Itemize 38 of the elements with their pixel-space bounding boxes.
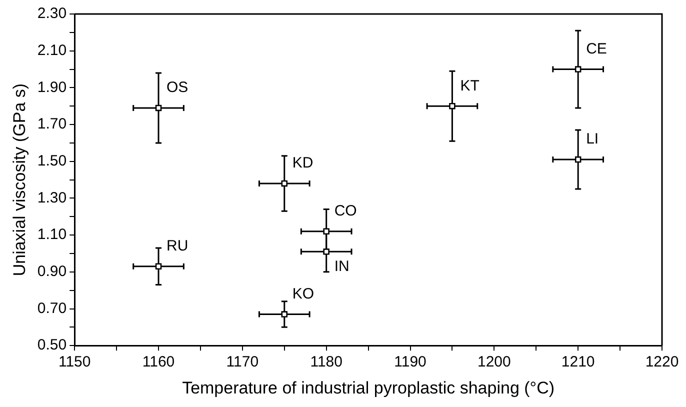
y-tick-label: 1.90: [37, 78, 67, 96]
annotation: LI: [586, 130, 599, 148]
x-tick-label: 1190: [394, 354, 426, 371]
y-tick-label: 0.90: [37, 263, 67, 280]
point: [155, 104, 162, 112]
annotation: RU: [166, 238, 188, 255]
x-tick-label: 1180: [310, 354, 342, 371]
annotation: CE: [586, 40, 607, 58]
x-tick-label: 1200: [477, 354, 511, 371]
point: [281, 180, 288, 187]
point: [449, 102, 456, 110]
y-axis-title: Uniaxial viscosity (GPa s): [10, 83, 29, 276]
annotation: IN: [334, 258, 350, 275]
annotation: KT: [460, 77, 480, 94]
x-tick-label: 1210: [561, 354, 595, 371]
annotation: CO: [334, 202, 357, 220]
point: [155, 263, 162, 270]
x-tick-label: 1220: [645, 354, 679, 371]
x-tick-label: 1150: [58, 354, 91, 371]
x-tick-label: 1160: [142, 354, 175, 371]
y-tick-label: 1.70: [37, 116, 67, 133]
annotation: KO: [292, 285, 314, 302]
annotation: KD: [292, 154, 314, 172]
point: [574, 156, 582, 163]
y-tick-label: 0.50: [37, 336, 67, 354]
y-tick-label: 0.70: [37, 300, 67, 317]
y-tick-label: 1.30: [37, 189, 67, 206]
y-tick-label: 2.10: [37, 42, 67, 59]
point: [574, 66, 582, 72]
point: [323, 228, 330, 235]
y-tick-label: 1.10: [37, 226, 67, 244]
annotation: OS: [166, 79, 188, 96]
y-tick-label: 1.50: [37, 152, 67, 170]
y-tick-label: 2.30: [37, 5, 67, 22]
x-tick-label: 1170: [226, 354, 259, 371]
point: [323, 248, 330, 255]
point: [281, 311, 288, 318]
x-axis-title: Temperature of industrial pyroplastic shaping (°C): [182, 378, 555, 398]
